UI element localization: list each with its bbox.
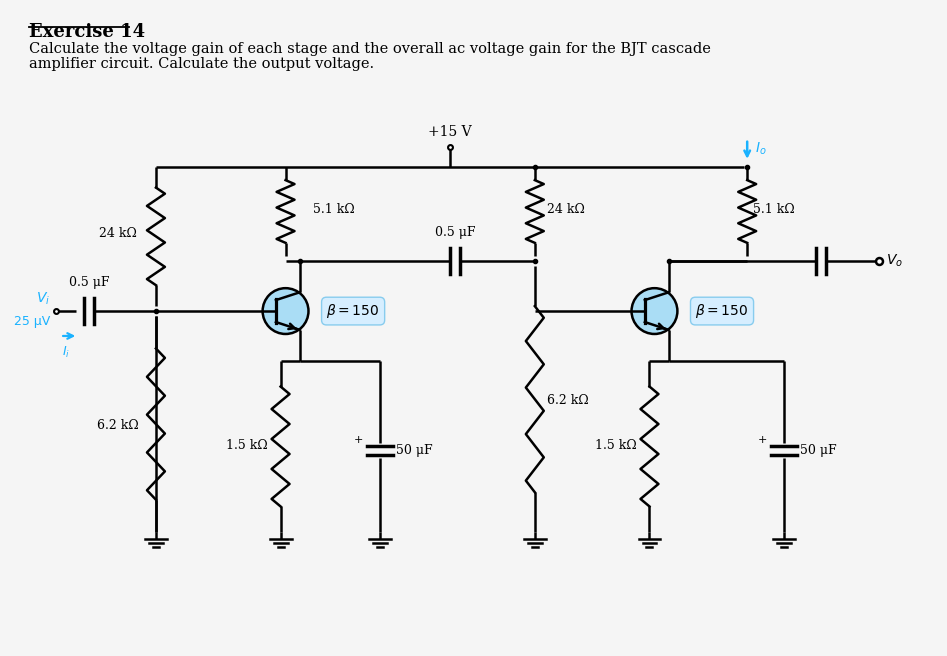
Text: 24 kΩ: 24 kΩ — [99, 228, 137, 240]
Text: $I_o$: $I_o$ — [755, 141, 767, 157]
Text: Exercise 14: Exercise 14 — [29, 24, 146, 41]
Text: 50 μF: 50 μF — [800, 444, 836, 457]
Text: amplifier circuit. Calculate the output voltage.: amplifier circuit. Calculate the output … — [29, 57, 374, 71]
Text: 25 μV: 25 μV — [14, 315, 50, 328]
Text: 0.5 μF: 0.5 μF — [435, 226, 475, 239]
Text: 5.1 kΩ: 5.1 kΩ — [313, 203, 355, 216]
Text: $\beta = 150$: $\beta = 150$ — [695, 302, 749, 320]
Text: +: + — [354, 434, 364, 445]
Text: 0.5 μF: 0.5 μF — [69, 276, 110, 289]
Text: +: + — [758, 434, 767, 445]
Text: $I_i$: $I_i$ — [63, 345, 70, 360]
Circle shape — [262, 288, 309, 334]
Text: 6.2 kΩ: 6.2 kΩ — [546, 394, 588, 407]
Text: $V_i$: $V_i$ — [36, 291, 50, 307]
Circle shape — [632, 288, 677, 334]
Text: 50 μF: 50 μF — [396, 444, 433, 457]
Text: $V_o$: $V_o$ — [885, 253, 902, 270]
Text: 1.5 kΩ: 1.5 kΩ — [225, 439, 268, 452]
Text: 1.5 kΩ: 1.5 kΩ — [595, 439, 636, 452]
Text: $\beta = 150$: $\beta = 150$ — [327, 302, 380, 320]
Text: +15 V: +15 V — [428, 125, 472, 139]
Text: Calculate the voltage gain of each stage and the overall ac voltage gain for the: Calculate the voltage gain of each stage… — [29, 42, 711, 56]
Text: 5.1 kΩ: 5.1 kΩ — [753, 203, 795, 216]
Text: 24 kΩ: 24 kΩ — [546, 203, 584, 216]
Text: 6.2 kΩ: 6.2 kΩ — [98, 419, 139, 432]
